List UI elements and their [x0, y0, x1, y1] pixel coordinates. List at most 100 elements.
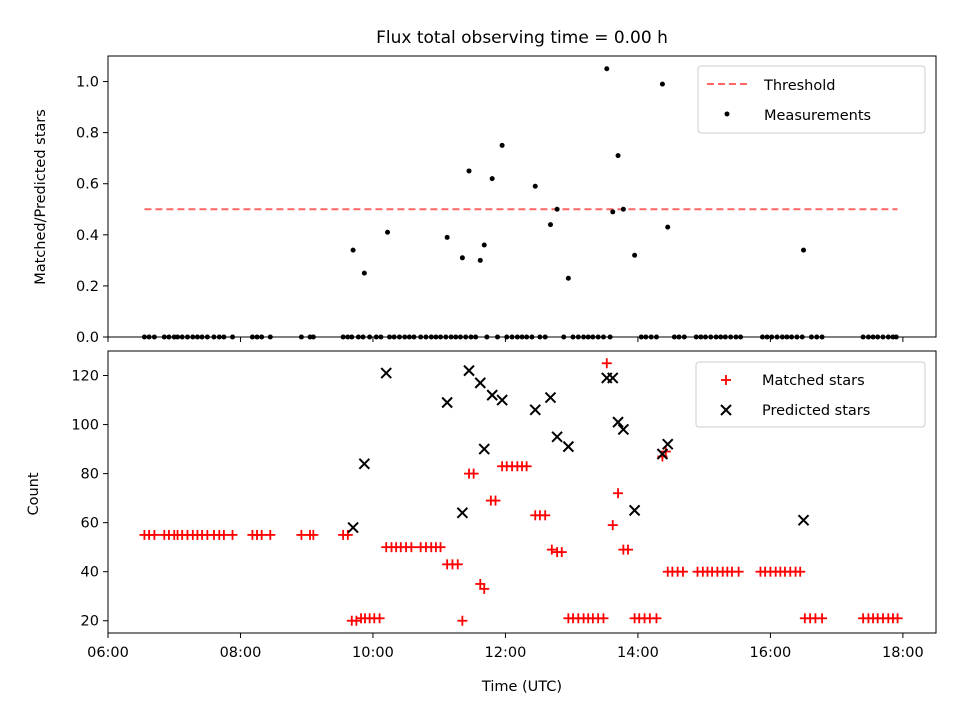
predicted-star-point [486, 389, 498, 401]
predicted-star-point [656, 448, 669, 460]
top-y-tick-label: 0.4 [76, 228, 99, 244]
predicted-star-point [797, 514, 810, 526]
matched-star-point [435, 542, 446, 553]
predicted-stars-legend-marker [720, 404, 732, 416]
bottom-x-axis-label: Time (UTC) [481, 679, 562, 695]
matched-star-point [227, 529, 238, 540]
measurement-point [361, 270, 367, 276]
top-y-tick-label: 0.8 [76, 126, 99, 142]
matched-stars-legend-swatch [721, 375, 731, 385]
matched-star-point [892, 613, 903, 624]
measurement-point [466, 168, 472, 174]
predicted-star-point [551, 431, 563, 443]
measurement-point [350, 247, 356, 253]
predicted-star-point [662, 438, 674, 450]
matched-stars-legend-marker [721, 375, 731, 385]
top-y-tick-label: 1.0 [76, 75, 99, 91]
matched-star-point [601, 358, 612, 369]
measurements-legend-label: Measurements [764, 108, 871, 124]
predicted-star-point [562, 440, 575, 453]
bottom-x-tick-label: 16:00 [750, 645, 792, 661]
bottom-legend: Matched stars Predicted stars [695, 361, 926, 428]
matched-stars-legend-label: Matched stars [762, 373, 865, 389]
measurements-legend-swatch [724, 111, 730, 117]
bottom-x-tick-label: 10:00 [352, 645, 394, 661]
top-legend: Threshold Measurements [697, 65, 926, 134]
predicted-star-point [463, 364, 475, 377]
bottom-x-tick-label: 08:00 [220, 645, 262, 661]
bottom-y-tick-label: 20 [81, 614, 99, 630]
matched-star-point [556, 547, 567, 558]
top-y-tick-label: 0.2 [76, 279, 99, 295]
bottom-axes-frame [107, 350, 937, 634]
matched-star-point [265, 529, 276, 540]
measurement-point [477, 257, 483, 263]
measurement-point [499, 142, 505, 148]
matched-star-point [256, 529, 267, 540]
matched-star-point [457, 615, 468, 626]
predicted-star-point [478, 443, 490, 455]
predicted-star-point [617, 423, 630, 436]
top-y-tick-label: 0.0 [76, 330, 99, 346]
matched-star-point [374, 613, 385, 624]
matched-star-point [540, 510, 551, 521]
measurement-point [459, 255, 465, 261]
predicted-star-point [358, 458, 371, 470]
top-axis-ticks: 0.0 0.2 0.4 0.6 0.8 1.0 [76, 75, 904, 346]
bottom-x-tick-label: 12:00 [485, 645, 527, 661]
matched-star-point [817, 613, 828, 624]
top-y-tick-label: 0.6 [76, 177, 99, 193]
predicted-star-point [529, 404, 541, 416]
matched-star-point [607, 520, 618, 531]
bottom-y-tick-label: 40 [81, 565, 99, 581]
matched-star-point [296, 529, 307, 540]
predicted-star-point [347, 521, 359, 534]
bottom-y-tick-label: 80 [81, 467, 99, 483]
predicted-stars-legend-swatch [720, 404, 732, 416]
matched-star-point [452, 559, 463, 570]
bottom-plot-area [139, 358, 903, 626]
predicted-star-point [612, 416, 624, 428]
bottom-y-axis-label: Count [26, 472, 42, 515]
matched-star-point [795, 566, 806, 577]
matched-star-point [308, 529, 319, 540]
predicted-star-point [496, 394, 508, 406]
predicted-star-point [380, 367, 392, 379]
measurement-point [665, 224, 671, 230]
measurement-point [659, 81, 665, 87]
matched-star-point [613, 488, 624, 499]
matched-star-point [218, 529, 229, 540]
threshold-legend-label: Threshold [763, 78, 835, 94]
bottom-legend-box [695, 361, 926, 428]
measurement-point [554, 206, 560, 212]
measurement-point [547, 222, 553, 228]
count-panel: Count Time (UTC) 06:00 08:00 10:00 12:00 14:… [26, 350, 937, 695]
predicted-stars-legend-label: Predicted stars [762, 403, 870, 419]
matched-star-point [490, 495, 501, 506]
matched-star-point [598, 613, 609, 624]
top-legend-box [697, 65, 926, 134]
matched-star-point [479, 583, 490, 594]
predicted-star-point [607, 372, 619, 384]
measurement-point [489, 176, 495, 182]
measurement-point [565, 275, 571, 281]
matched-star-point [521, 461, 532, 472]
measurement-point [801, 247, 807, 253]
bottom-x-tick-label: 06:00 [87, 645, 129, 661]
measurement-point [615, 153, 621, 159]
bottom-x-tick-label: 14:00 [617, 645, 659, 661]
measurement-point [632, 252, 638, 258]
bottom-y-tick-label: 120 [71, 369, 99, 385]
predicted-star-point [474, 377, 486, 389]
measurement-point [620, 206, 626, 212]
bottom-x-tick-label: 18:00 [882, 645, 924, 661]
measurement-point [385, 229, 391, 235]
top-axes-frame [107, 55, 937, 338]
bottom-axis-ticks: 06:00 08:00 10:00 12:00 14:00 16:00 18:00 20 40 6… [71, 369, 923, 661]
bottom-y-tick-label: 100 [71, 418, 99, 434]
matched-star-point [406, 542, 417, 553]
matched-star-point [733, 566, 744, 577]
measurement-point [610, 209, 616, 215]
top-y-axis-label: Matched/Predicted stars [33, 109, 49, 285]
